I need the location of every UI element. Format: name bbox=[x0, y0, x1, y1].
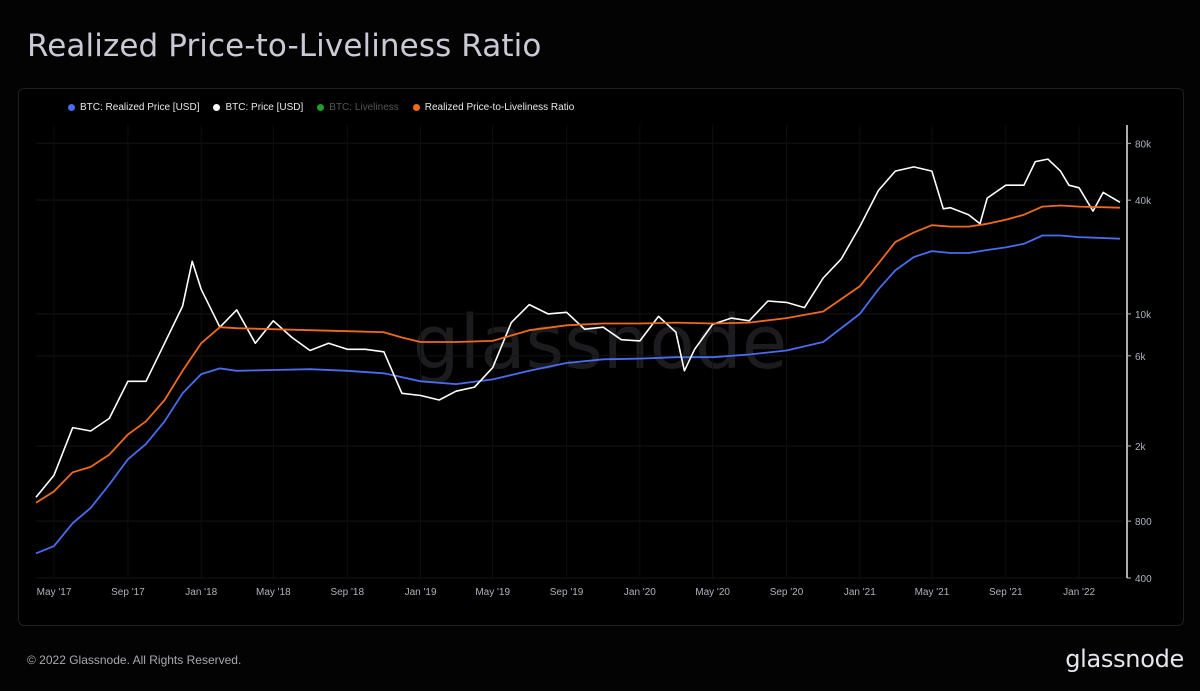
legend-dot-ratio bbox=[412, 103, 420, 111]
x-tick-label: May '19 bbox=[475, 587, 510, 598]
y-tick-label: 400 bbox=[1135, 574, 1152, 585]
legend-item-liveliness[interactable]: BTC: Liveliness bbox=[317, 101, 399, 113]
glassnode-logo: glassnode bbox=[1065, 645, 1184, 673]
x-tick-label: Jan '20 bbox=[624, 587, 656, 598]
legend-item-ratio[interactable]: Realized Price-to-Liveliness Ratio bbox=[412, 101, 575, 113]
x-tick-label: Jan '21 bbox=[844, 587, 876, 598]
legend-dot-price bbox=[213, 103, 221, 111]
x-tick-label: May '17 bbox=[37, 587, 72, 598]
series-group bbox=[35, 158, 1121, 555]
y-tick-label: 80k bbox=[1135, 139, 1152, 150]
legend-item-price[interactable]: BTC: Price [USD] bbox=[213, 102, 303, 113]
watermark-text: glassnode bbox=[413, 300, 788, 386]
y-tick-label: 800 bbox=[1135, 517, 1152, 528]
x-tick-label: Jan '22 bbox=[1063, 587, 1095, 598]
gridlines bbox=[36, 125, 1123, 579]
legend-dot-liveliness bbox=[317, 103, 325, 111]
x-tick-label: Sep '17 bbox=[111, 587, 145, 598]
x-tick-label: May '18 bbox=[256, 587, 291, 598]
series-ratio-line bbox=[35, 204, 1121, 504]
legend-label-ratio: Realized Price-to-Liveliness Ratio bbox=[424, 101, 575, 113]
legend-label-liveliness: BTC: Liveliness bbox=[329, 101, 399, 113]
x-tick-label: Sep '18 bbox=[330, 587, 364, 598]
x-tick-label: Jan '18 bbox=[185, 587, 217, 598]
chart-legend: BTC: Realized Price [USD] BTC: Price [US… bbox=[68, 100, 574, 114]
x-tick-label: Sep '21 bbox=[989, 587, 1023, 598]
legend-dot-realized-price bbox=[68, 103, 75, 111]
x-tick-label: Sep '19 bbox=[550, 587, 584, 598]
legend-label-realized-price: BTC: Realized Price [USD] bbox=[80, 101, 200, 113]
x-axis-ticks: May '17 Sep '17 Jan '18 May '18 Sep '18 Jan '… bbox=[37, 587, 1096, 598]
y-axis-ticks: 80k 40k 10k 6k 2k 800 400 bbox=[1127, 139, 1152, 585]
legend-item-realized-price[interactable]: BTC: Realized Price [USD] bbox=[68, 102, 199, 113]
y-tick-label: 6k bbox=[1135, 352, 1147, 363]
chart-panel bbox=[18, 88, 1184, 626]
copyright-text: © 2022 Glassnode. All Rights Reserved. bbox=[27, 653, 242, 667]
y-tick-label: 2k bbox=[1135, 442, 1147, 453]
x-tick-label: May '21 bbox=[915, 587, 950, 598]
page-title: Realized Price-to-Liveliness Ratio bbox=[27, 28, 542, 64]
series-realized-price-line bbox=[35, 234, 1121, 555]
legend-label-price: BTC: Price [USD] bbox=[225, 101, 304, 113]
x-tick-label: Jan '19 bbox=[405, 587, 437, 598]
x-tick-label: Sep '20 bbox=[770, 587, 804, 598]
x-tick-label: May '20 bbox=[695, 587, 730, 598]
y-tick-label: 40k bbox=[1135, 196, 1152, 207]
y-tick-label: 10k bbox=[1135, 310, 1152, 321]
